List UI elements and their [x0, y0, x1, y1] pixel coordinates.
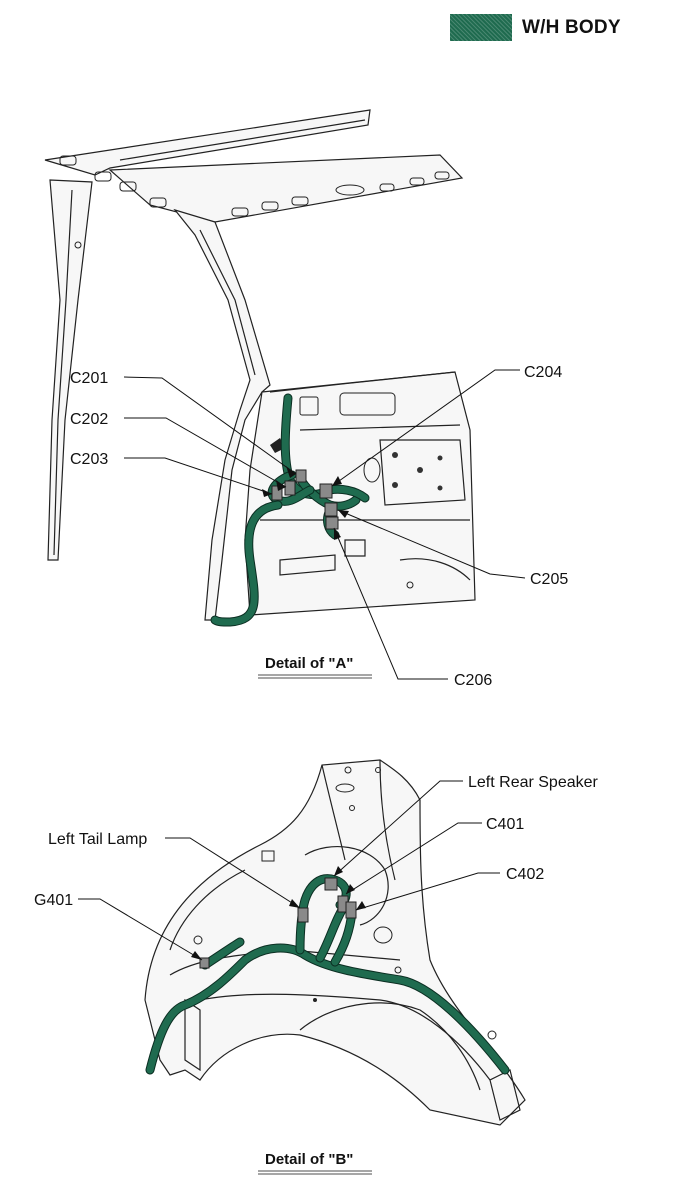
connector-c205 — [324, 502, 338, 517]
legend-label: W/H BODY — [522, 16, 621, 38]
label-g401: G401 — [34, 892, 73, 909]
connector-c402 — [345, 901, 357, 919]
label-c201: C201 — [70, 370, 108, 387]
connector-c202 — [284, 480, 296, 496]
ground-g401 — [199, 957, 210, 969]
detail-b-harness — [145, 874, 510, 1075]
detail-a-connectors — [271, 469, 339, 530]
detail-b-caption: Detail of "B" — [265, 1151, 353, 1168]
label-c204: C204 — [524, 364, 562, 381]
detail-b-connectors — [199, 877, 357, 969]
label-left-tail-lamp: Left Tail Lamp — [48, 831, 147, 848]
connector-c206 — [325, 516, 339, 530]
detail-a-leaders — [123, 369, 526, 680]
label-c205: C205 — [530, 571, 568, 588]
connector-c203 — [271, 485, 283, 501]
label-c401: C401 — [486, 816, 524, 833]
detail-b-body — [144, 759, 526, 1126]
harness-legend: W/H BODY — [450, 14, 621, 41]
label-c202: C202 — [70, 411, 108, 428]
detail-a-caption: Detail of "A" — [265, 655, 353, 672]
detail-b-leaders — [78, 780, 500, 961]
label-left-rear-speaker: Left Rear Speaker — [468, 774, 599, 791]
connector-c204 — [319, 483, 333, 499]
harness-color-swatch — [450, 14, 512, 41]
label-c402: C402 — [506, 866, 544, 883]
connector-left-rear-speaker — [324, 877, 338, 891]
connector-left-tail-lamp — [297, 907, 309, 923]
detail-a-body — [44, 109, 476, 621]
label-c206: C206 — [454, 672, 492, 689]
connector-c201 — [295, 469, 307, 483]
label-c203: C203 — [70, 451, 108, 468]
